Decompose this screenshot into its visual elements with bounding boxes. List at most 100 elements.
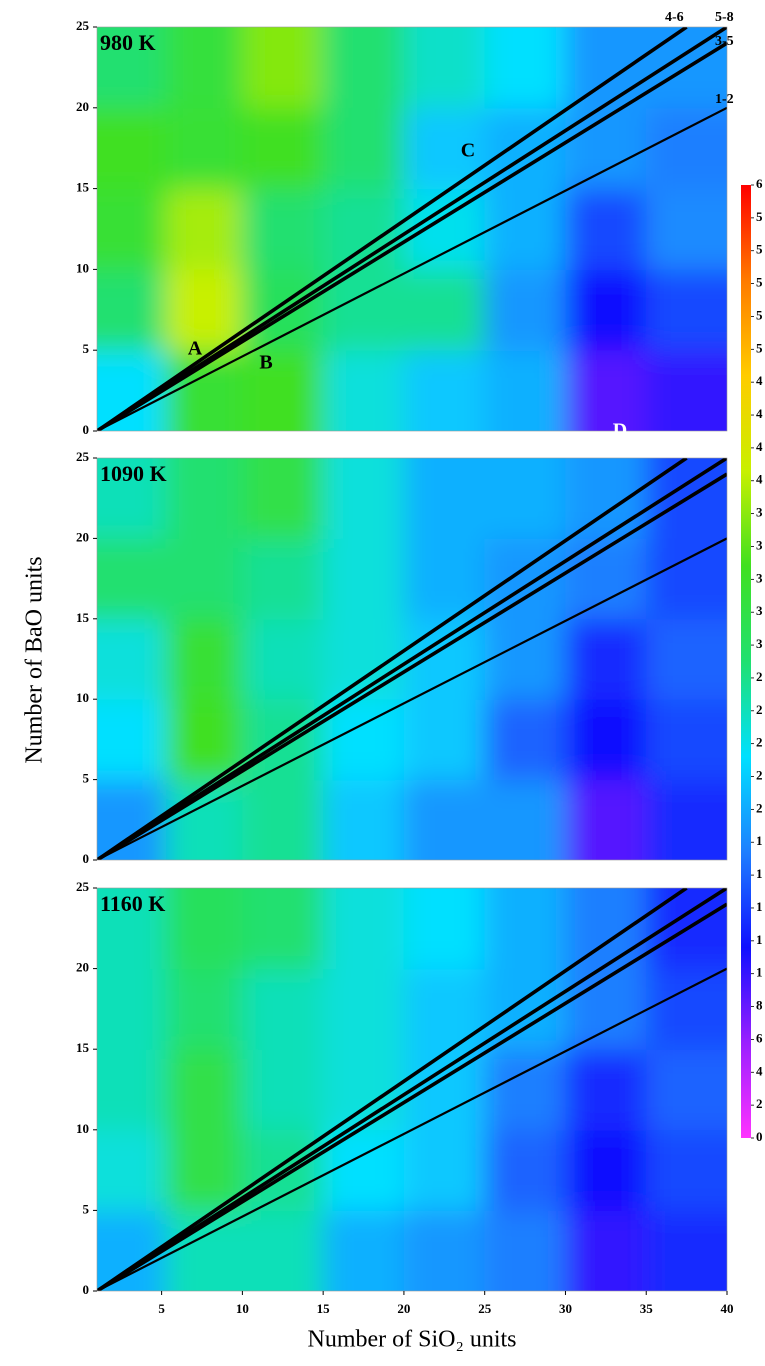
heat-cell (242, 888, 324, 970)
y-tick-label: 10 (76, 1121, 89, 1136)
colorbar-tick-label: 4 (756, 373, 763, 388)
y-tick-label: 5 (83, 771, 90, 786)
x-tick-label: 20 (397, 1301, 410, 1316)
heat-cell (165, 968, 243, 1050)
y-tick-label: 20 (76, 960, 89, 975)
colorbar-tick-label: 5 (756, 242, 763, 257)
heat-cell (646, 1129, 727, 1211)
heat-cell (97, 458, 167, 539)
ratio-line (97, 537, 727, 860)
heat-cell (97, 699, 167, 781)
heat-cell (646, 779, 727, 860)
heat-cell (165, 1049, 243, 1131)
heat-cell (323, 779, 405, 860)
colorbar-tick-label: 6 (756, 176, 763, 191)
heatmap-cells (97, 458, 727, 860)
heat-cell (323, 888, 405, 970)
heat-cell (165, 107, 243, 190)
colorbar-tick-label: 2 (756, 669, 763, 684)
heat-cell (565, 888, 647, 970)
heat-cell (97, 888, 167, 970)
heat-cell (565, 779, 647, 860)
heat-cell (403, 699, 486, 781)
heat-cell (242, 350, 324, 431)
heat-cell (484, 458, 566, 539)
heat-cell (242, 1049, 324, 1131)
ratio-line (97, 888, 688, 1291)
ratio-line (97, 458, 688, 860)
heat-cell (646, 538, 727, 620)
heat-cell (565, 269, 647, 351)
heat-cell (242, 968, 324, 1050)
heat-cell (403, 458, 486, 539)
heatmap-cells (97, 888, 727, 1291)
heat-cell (323, 107, 405, 190)
y-tick-label: 5 (83, 341, 90, 356)
colorbar-tick-label: 2 (756, 800, 763, 815)
ratio-line (97, 41, 727, 431)
heat-cell (242, 27, 324, 109)
heat-cell (165, 458, 243, 539)
y-tick-label: 25 (76, 18, 90, 33)
heat-cell (323, 968, 405, 1050)
heat-cell (97, 968, 167, 1050)
heat-cell (565, 107, 647, 190)
annotation: C (461, 140, 475, 162)
heat-cell (323, 1210, 405, 1291)
heatmap (97, 458, 727, 860)
heatmap (97, 27, 727, 431)
colorbar-tick-label: 1 (756, 965, 763, 980)
y-tick-label: 25 (76, 449, 90, 464)
heat-cell (97, 107, 167, 190)
annotation: D (613, 420, 627, 442)
heat-cell (403, 269, 486, 351)
heat-cell (484, 27, 566, 109)
heat-cell (323, 269, 405, 351)
heat-cell (323, 1129, 405, 1211)
x-tick-label: 10 (236, 1301, 249, 1316)
x-axis-label: Number of SiO₂ units (307, 1327, 516, 1353)
colorbar-tick-label: 3 (756, 603, 763, 618)
colorbar-tick-label: 3 (756, 570, 763, 585)
line-label: 5-8 (715, 10, 734, 25)
colorbar-tick-label: 4 (756, 1063, 763, 1078)
colorbar-tick-label: 1 (756, 833, 763, 848)
heat-cell (484, 699, 566, 781)
colorbar-tick-label: 1 (756, 932, 763, 947)
heat-cell (242, 538, 324, 620)
heat-cell (165, 618, 243, 700)
ratio-line (97, 472, 727, 860)
heat-cell (323, 699, 405, 781)
heat-cell (165, 538, 243, 620)
panel-title: 1090 K (100, 461, 167, 486)
heat-cell (403, 888, 486, 970)
colorbar-tick-label: 4 (756, 472, 763, 487)
heat-cell (484, 618, 566, 700)
heat-cell (242, 107, 324, 190)
heat-cell (484, 188, 566, 270)
x-tick-label: 25 (478, 1301, 492, 1316)
heat-cell (565, 458, 647, 539)
heat-cell (403, 968, 486, 1050)
y-tick-label: 10 (76, 690, 89, 705)
heat-cell (565, 1129, 647, 1211)
heat-cell (646, 1210, 727, 1291)
y-tick-label: 0 (83, 851, 90, 866)
heat-cell (646, 968, 727, 1050)
heat-cell (484, 350, 566, 431)
heat-cell (565, 538, 647, 620)
heat-cell (403, 1210, 486, 1291)
colorbar-tick-label: 4 (756, 406, 763, 421)
heat-cell (242, 779, 324, 860)
ratio-line (97, 106, 727, 431)
heat-cell (97, 618, 167, 700)
y-tick-label: 20 (76, 99, 89, 114)
heat-cell (242, 1210, 324, 1291)
heat-cell (165, 779, 243, 860)
heat-cell (97, 269, 167, 351)
heat-cell (565, 1049, 647, 1131)
heat-cell (565, 188, 647, 270)
colorbar-tick-label: 2 (756, 702, 763, 717)
x-tick-label: 40 (721, 1301, 734, 1316)
colorbar-tick-label: 8 (756, 998, 763, 1013)
